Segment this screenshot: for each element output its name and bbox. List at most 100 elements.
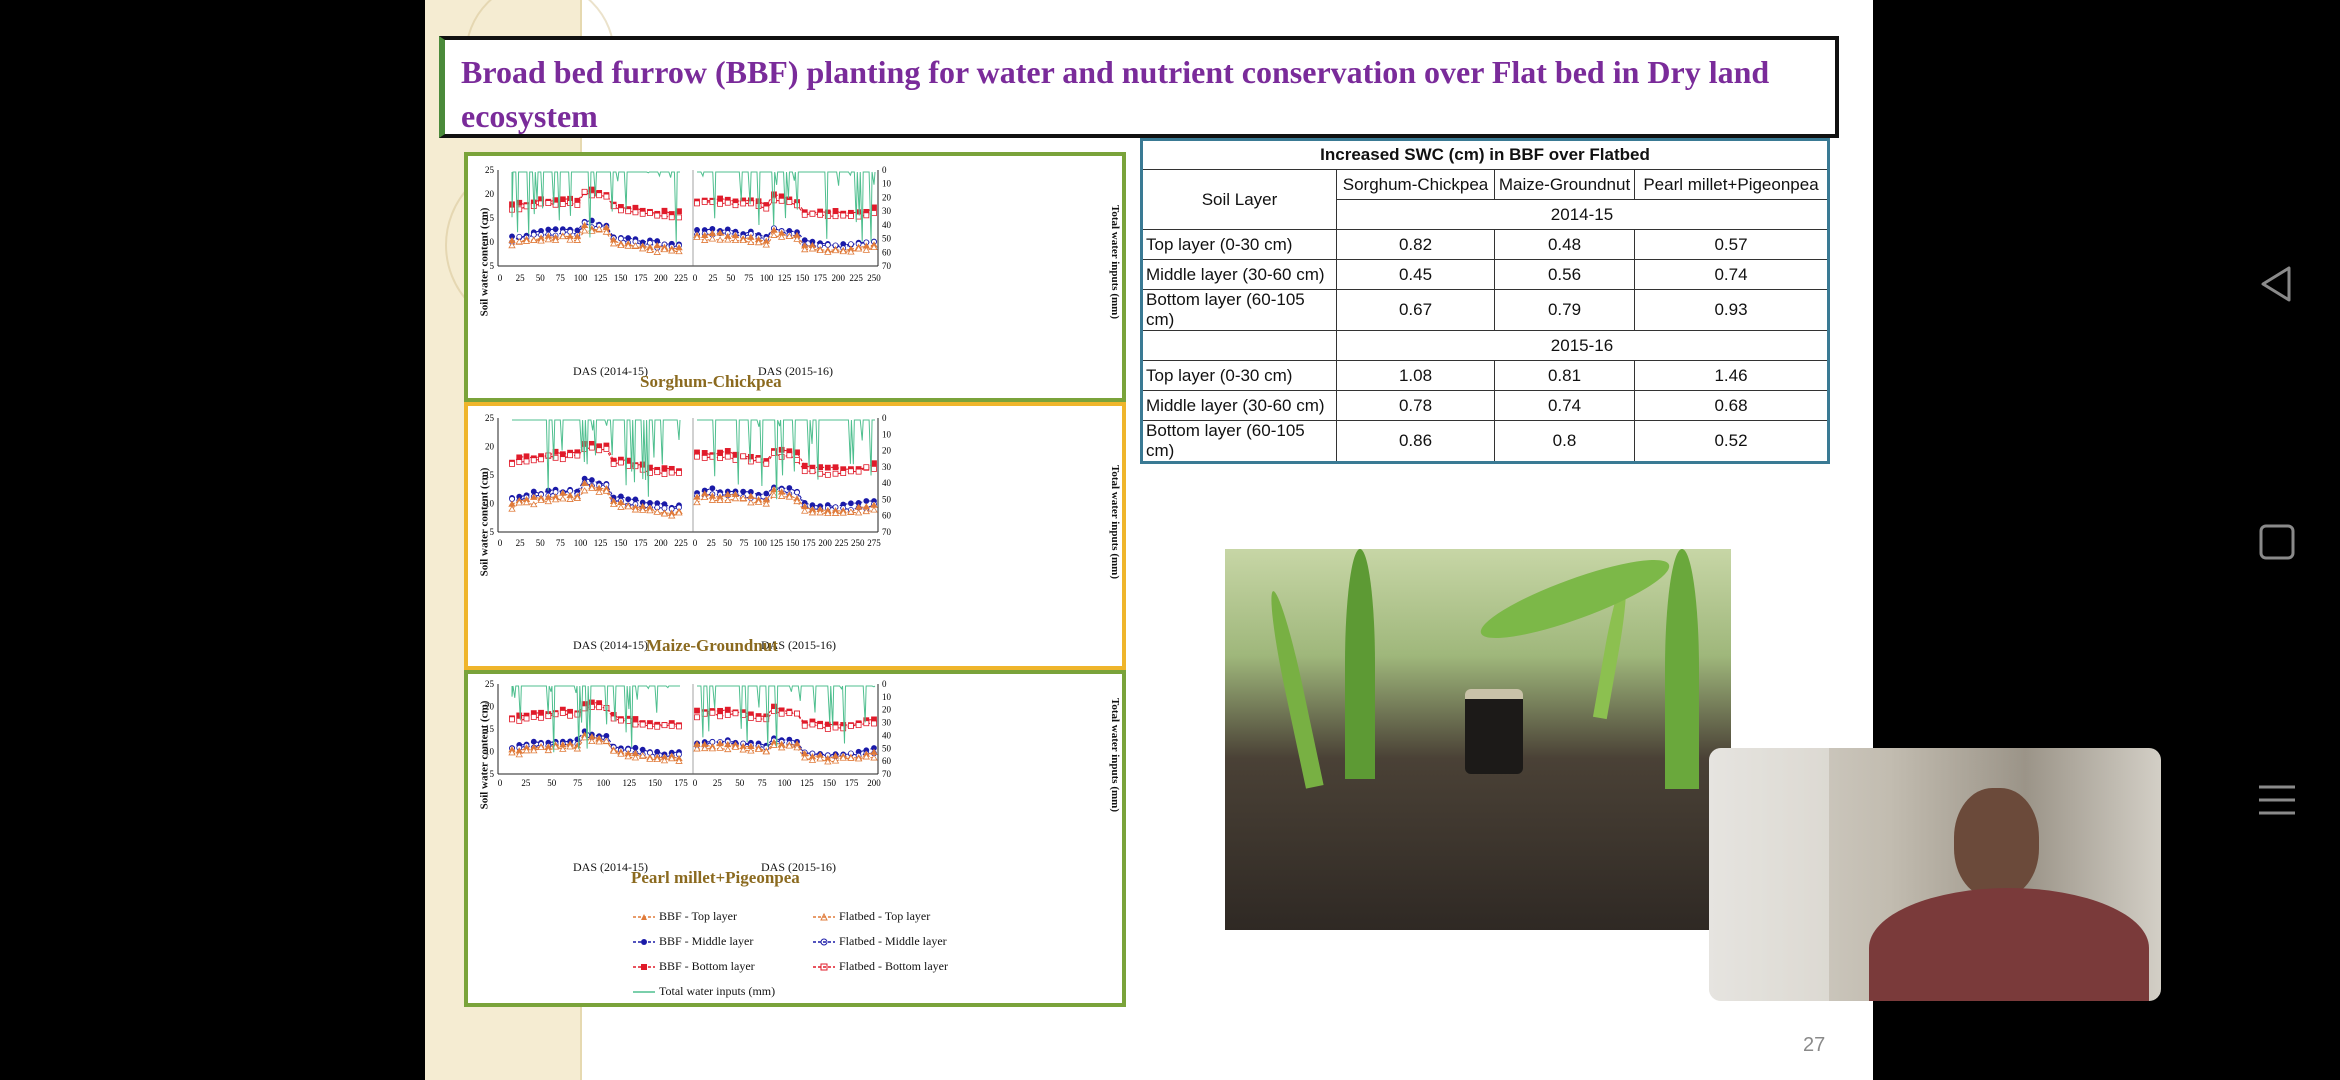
data-point [617, 241, 625, 249]
y2-tick-label: 10 [882, 429, 892, 439]
x-tick-label: 175 [674, 778, 688, 788]
data-point [588, 186, 595, 193]
y2-tick-label: 10 [882, 692, 892, 702]
y-tick-label: 10 [485, 237, 495, 247]
data-point [567, 712, 573, 719]
x-tick-label: 75 [758, 778, 768, 788]
data-point [824, 758, 832, 765]
data-point [754, 745, 763, 753]
y2-tick-label: 60 [882, 511, 892, 521]
data-point [551, 496, 560, 503]
data-point [516, 199, 523, 206]
data-point [693, 233, 701, 240]
data-point [602, 228, 611, 235]
data-point [694, 707, 700, 714]
home-square-icon[interactable] [2255, 520, 2299, 564]
flat-middle-series [511, 221, 680, 249]
x-tick-label: 75 [573, 778, 583, 788]
data-point [832, 470, 839, 477]
data-point [653, 242, 661, 249]
data-point [863, 212, 870, 219]
data-point [862, 753, 871, 760]
x-tick-label: 200 [831, 273, 845, 283]
y2-tick-label: 20 [882, 705, 892, 715]
data-point [668, 722, 675, 729]
data-point [694, 200, 700, 207]
data-point [809, 721, 816, 728]
data-point [777, 492, 786, 499]
data-point [785, 742, 794, 749]
data-point [610, 715, 617, 722]
data-point [701, 450, 708, 456]
back-triangle-icon[interactable] [2255, 262, 2299, 306]
data-point [596, 447, 603, 454]
data-point [717, 200, 723, 207]
data-point [731, 495, 740, 502]
y2-tick-label: 60 [882, 247, 892, 257]
data-point [724, 496, 732, 503]
data-point [847, 508, 855, 515]
data-point [863, 498, 870, 504]
y-tick-label: 15 [485, 213, 495, 223]
webcam-video[interactable] [1709, 748, 2161, 1001]
data-point [824, 248, 832, 255]
data-point [638, 752, 647, 759]
data-point [625, 208, 632, 215]
data-point [516, 459, 523, 466]
y2-tick-label: 40 [882, 478, 892, 488]
data-point [771, 708, 777, 715]
data-point [817, 211, 824, 218]
data-point [516, 454, 523, 461]
data-point [862, 507, 871, 515]
data-point [516, 717, 523, 724]
data-point [660, 757, 669, 764]
x-tick-label: 225 [674, 273, 688, 283]
data-point [747, 200, 754, 207]
data-point [870, 754, 878, 761]
presenter-silhouette [1954, 788, 2039, 898]
y-tick-label: 5 [490, 769, 495, 779]
data-point [523, 715, 530, 722]
data-point [632, 744, 639, 751]
data-point [840, 725, 847, 732]
y2-tick-label: 0 [882, 165, 887, 175]
data-point [596, 704, 603, 711]
data-point [724, 712, 731, 718]
data-point [724, 236, 732, 243]
data-point [515, 499, 523, 506]
data-point [596, 192, 603, 199]
data-point [717, 707, 723, 714]
data-point [538, 200, 544, 207]
data-point [694, 714, 700, 721]
data-point [817, 723, 824, 730]
data-point [801, 507, 809, 514]
data-point [724, 490, 732, 498]
bbf-bottom-series [696, 705, 875, 726]
data-point [509, 461, 515, 467]
x-tick-label: 225 [674, 538, 688, 548]
bbf-bottom-series [511, 701, 680, 726]
x-tick-label: 200 [818, 538, 832, 548]
das-label-2015: DAS (2015-16) [761, 860, 836, 874]
y-tick-label: 25 [485, 413, 495, 423]
data-point [740, 453, 747, 460]
data-point [747, 492, 755, 499]
data-point [559, 196, 566, 203]
menu-lines-icon[interactable] [2255, 778, 2299, 822]
data-point [777, 744, 786, 751]
data-point [624, 753, 632, 760]
x-tick-label: 75 [556, 273, 566, 283]
data-point [786, 199, 793, 206]
data-point [708, 235, 717, 242]
x-tick-label: 175 [814, 273, 828, 283]
data-point [573, 236, 582, 243]
data-point [824, 242, 831, 248]
data-point [716, 496, 724, 503]
data-point [530, 493, 538, 500]
x-tick-label: 175 [634, 538, 648, 548]
data-point [793, 744, 801, 751]
data-point [559, 456, 566, 463]
data-point [639, 746, 646, 753]
